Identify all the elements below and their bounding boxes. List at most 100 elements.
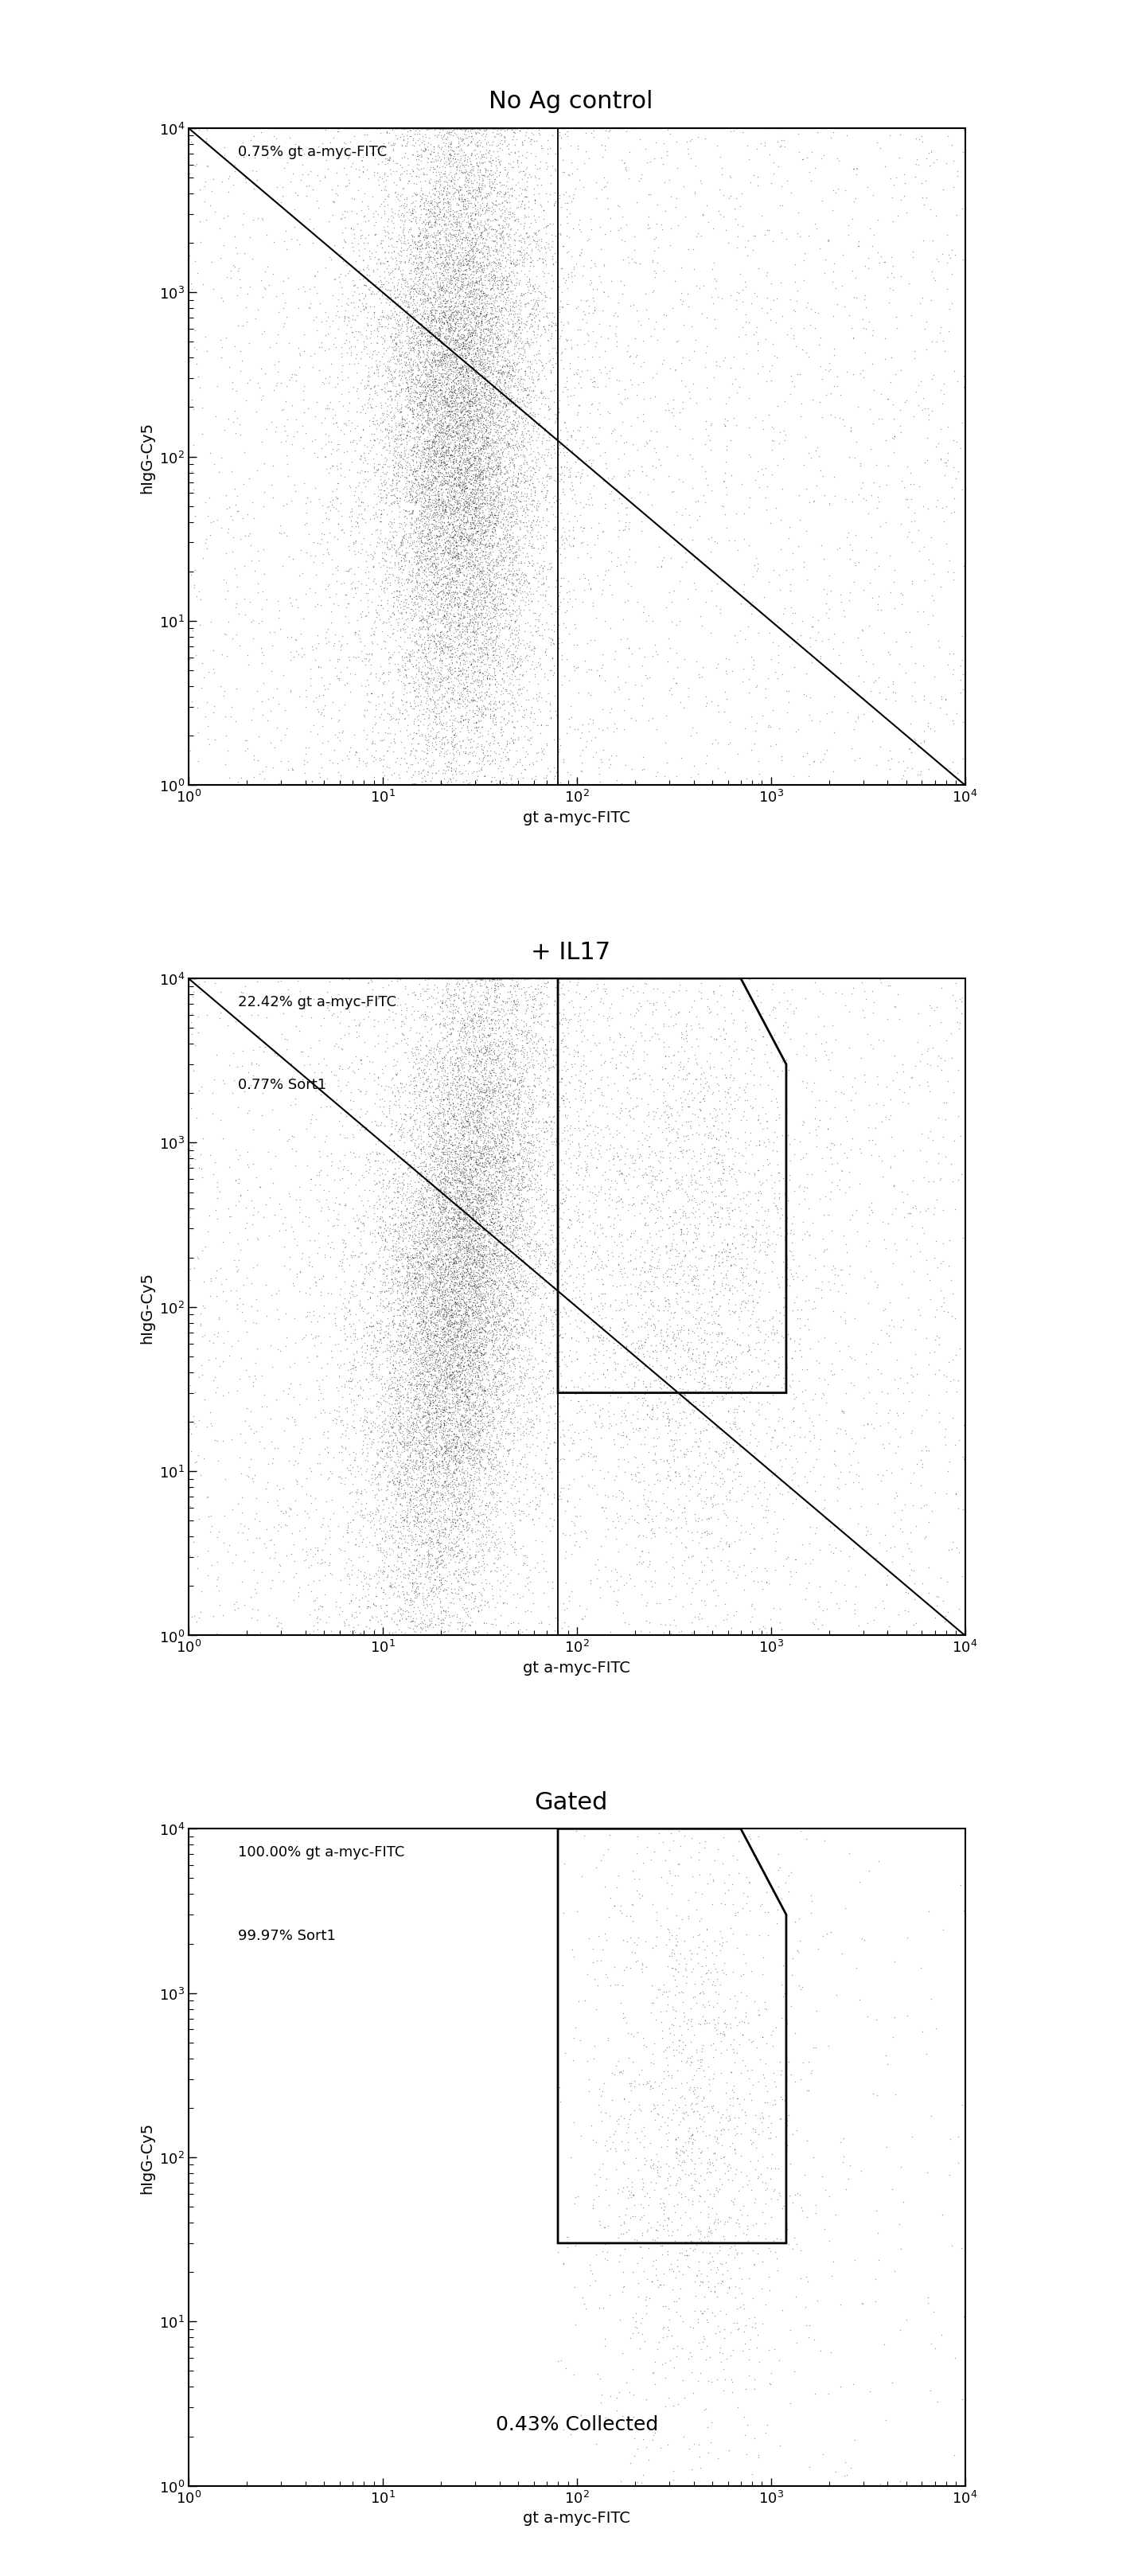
- Point: [532, 987, 550, 1028]
- Point: [659, 2197, 677, 2239]
- Point: [512, 1528, 530, 1569]
- Point: [474, 1226, 492, 1267]
- Point: [433, 394, 451, 435]
- Point: [549, 1440, 568, 1481]
- Point: [678, 1430, 697, 1471]
- Point: [419, 404, 437, 446]
- Point: [779, 1007, 797, 1048]
- Point: [433, 1468, 451, 1510]
- Point: [839, 1167, 858, 1208]
- Point: [431, 108, 449, 149]
- Point: [403, 1419, 421, 1461]
- Point: [491, 381, 509, 422]
- Point: [636, 273, 654, 314]
- Point: [549, 1164, 568, 1206]
- Point: [628, 1128, 646, 1170]
- Point: [469, 1486, 488, 1528]
- Point: [670, 1419, 689, 1461]
- Point: [300, 1028, 319, 1069]
- Point: [424, 193, 442, 234]
- Point: [484, 1273, 502, 1314]
- Point: [624, 1177, 642, 1218]
- Point: [869, 577, 887, 618]
- Point: [576, 1015, 594, 1056]
- Point: [418, 219, 436, 260]
- Point: [516, 1105, 534, 1146]
- Point: [244, 1144, 263, 1185]
- Point: [416, 1368, 434, 1409]
- Point: [603, 1180, 621, 1221]
- Point: [506, 1450, 524, 1492]
- Point: [428, 1208, 447, 1249]
- Point: [474, 1157, 492, 1198]
- Point: [505, 1077, 523, 1118]
- Point: [716, 1476, 734, 1517]
- Point: [434, 1327, 452, 1368]
- Point: [242, 1043, 260, 1084]
- Point: [403, 448, 421, 489]
- Point: [363, 108, 381, 149]
- Point: [484, 585, 502, 626]
- Point: [410, 696, 428, 737]
- Point: [347, 353, 365, 394]
- Point: [437, 564, 456, 605]
- Point: [357, 1401, 376, 1443]
- Point: [439, 1471, 457, 1512]
- Point: [413, 307, 432, 348]
- Point: [428, 562, 447, 603]
- Point: [766, 1291, 785, 1332]
- Point: [447, 1283, 465, 1324]
- Point: [509, 536, 528, 577]
- Point: [846, 701, 864, 742]
- Point: [501, 1190, 520, 1231]
- Point: [475, 247, 493, 289]
- Point: [449, 672, 467, 714]
- Point: [331, 1530, 349, 1571]
- Point: [411, 1260, 429, 1301]
- Point: [608, 469, 626, 510]
- Point: [473, 397, 491, 438]
- Point: [471, 1159, 489, 1200]
- Point: [445, 1234, 464, 1275]
- Point: [458, 1249, 476, 1291]
- Point: [344, 1188, 362, 1229]
- Point: [491, 1033, 509, 1074]
- Point: [539, 1244, 557, 1285]
- Point: [436, 1188, 455, 1229]
- Point: [401, 1280, 419, 1321]
- Point: [435, 1270, 453, 1311]
- Point: [579, 484, 597, 526]
- Point: [449, 1345, 467, 1386]
- Point: [445, 1435, 464, 1476]
- Point: [781, 1123, 799, 1164]
- Point: [271, 505, 289, 546]
- Point: [451, 1188, 469, 1229]
- Point: [204, 160, 223, 201]
- Point: [443, 144, 461, 185]
- Point: [407, 175, 425, 216]
- Point: [493, 260, 512, 301]
- Point: [531, 958, 549, 999]
- Point: [413, 1273, 432, 1314]
- Point: [270, 1468, 288, 1510]
- Point: [453, 1409, 472, 1450]
- Point: [434, 497, 452, 538]
- Point: [427, 526, 445, 567]
- Point: [483, 1072, 501, 1113]
- Point: [669, 1030, 687, 1072]
- Point: [399, 1291, 417, 1332]
- Point: [301, 657, 320, 698]
- Point: [299, 1342, 317, 1383]
- Point: [448, 294, 466, 335]
- Point: [482, 762, 500, 804]
- Point: [876, 147, 894, 188]
- Point: [486, 446, 505, 487]
- Point: [442, 1151, 460, 1193]
- Point: [692, 1054, 710, 1095]
- Point: [617, 422, 635, 464]
- Point: [449, 410, 467, 451]
- Point: [520, 1340, 538, 1381]
- Point: [526, 1319, 545, 1360]
- Point: [469, 160, 488, 201]
- Point: [506, 1267, 524, 1309]
